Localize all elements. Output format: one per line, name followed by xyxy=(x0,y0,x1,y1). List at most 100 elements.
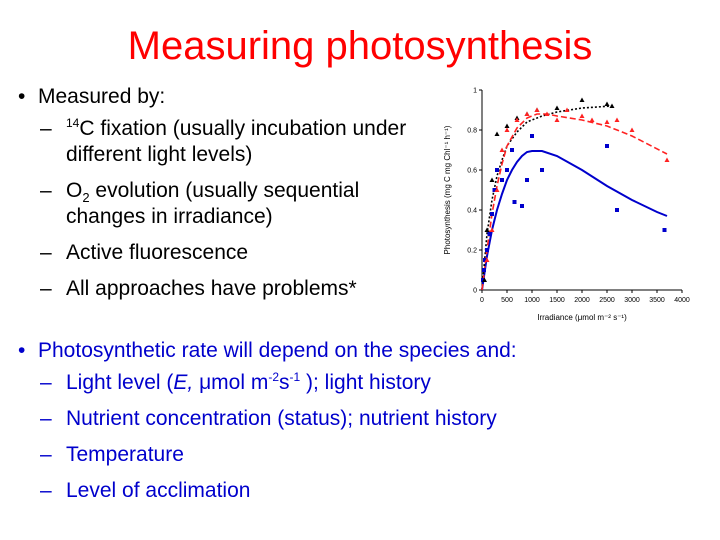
data-point-triangle xyxy=(604,101,610,106)
light-unit-s: s xyxy=(279,371,290,394)
x-tick-label: 3000 xyxy=(624,297,640,304)
y-tick-label: 0 xyxy=(473,288,477,295)
dash-marker: – xyxy=(40,443,52,466)
sub-item-o2-label: evolution (usually sequential changes in… xyxy=(66,179,360,228)
data-point-square xyxy=(615,208,619,212)
sub-item-problems: – All approaches have problems* xyxy=(18,276,438,302)
data-point-triangle xyxy=(524,111,530,116)
data-point-triangle xyxy=(609,103,615,108)
sub-item-fluorescence: – Active fluorescence xyxy=(18,240,438,266)
x-tick-label: 0 xyxy=(480,297,484,304)
data-point-square xyxy=(481,278,485,282)
data-point-square xyxy=(505,168,509,172)
irradiance-symbol: E, xyxy=(173,371,194,394)
x-tick-label: 2500 xyxy=(599,297,615,304)
dash-marker: – xyxy=(40,241,52,264)
sub-item-o2: – O2 evolution (usually sequential chang… xyxy=(18,178,438,230)
x-axis-title: Irradiance (μmol m⁻² s⁻¹) xyxy=(537,313,627,322)
photosynthetic-rate-section: • Photosynthetic rate will depend on the… xyxy=(18,338,708,514)
data-point-triangle xyxy=(589,117,595,122)
sub-item-light-level: – Light level (E, μmol m-2s-1 ); light h… xyxy=(18,370,708,396)
data-point-triangle xyxy=(494,187,500,192)
bullet-measured-by: • Measured by: xyxy=(18,84,438,110)
data-point-square xyxy=(540,168,544,172)
x-ticks: 0 500 1000 1500 2000 2500 3000 3500 4000 xyxy=(480,290,690,304)
x-tick-label: 500 xyxy=(501,297,513,304)
bullet-photosynthetic-rate: • Photosynthetic rate will depend on the… xyxy=(18,338,708,364)
fit-lines xyxy=(481,105,668,291)
data-point-square xyxy=(483,258,487,262)
measured-by-section: • Measured by: – 14C fixation (usually i… xyxy=(18,84,438,312)
x-tick-label: 3500 xyxy=(649,297,665,304)
light-unit: mol m xyxy=(211,371,269,394)
slide-title: Measuring photosynthesis xyxy=(127,24,593,68)
unit-exponent-m: -2 xyxy=(268,370,280,384)
data-point-square xyxy=(525,178,529,182)
dash-marker: – xyxy=(40,277,52,300)
dash-marker: – xyxy=(40,407,52,430)
data-markers xyxy=(481,97,670,282)
data-point-square xyxy=(512,200,517,204)
data-point-triangle xyxy=(489,227,495,232)
data-point-triangle xyxy=(579,113,585,118)
data-point-triangle xyxy=(484,227,490,232)
y-ticks: 0 0.2 0.4 0.6 0.8 1 xyxy=(467,88,482,295)
sub-item-c14: – 14C fixation (usually incubation under… xyxy=(18,116,438,168)
sub-item-nutrient-label: Nutrient concentration (status); nutrien… xyxy=(66,407,497,430)
data-point-triangle xyxy=(504,127,510,132)
data-point-square xyxy=(520,204,524,208)
data-point-square xyxy=(485,248,489,252)
data-point-square xyxy=(492,188,497,192)
sub-item-fluorescence-label: Active fluorescence xyxy=(66,241,249,264)
x-tick-label: 4000 xyxy=(674,297,690,304)
micro-symbol: μ xyxy=(193,371,212,394)
y-axis-title: Photosynthesis (mg C mg Chl⁻¹ h⁻¹) xyxy=(443,125,452,254)
bullet-measured-by-label: Measured by: xyxy=(38,85,166,108)
oxygen-symbol: O xyxy=(66,179,83,202)
dash-marker: – xyxy=(40,479,52,502)
dash-marker: – xyxy=(40,371,52,394)
sub-item-temperature-label: Temperature xyxy=(66,443,184,466)
x-tick-label: 1500 xyxy=(549,297,565,304)
x-tick-label: 1000 xyxy=(524,297,540,304)
data-point-square xyxy=(605,144,609,148)
sub-item-temperature: – Temperature xyxy=(18,442,708,468)
sub-item-nutrient: – Nutrient concentration (status); nutri… xyxy=(18,406,708,432)
bullet-marker: • xyxy=(18,85,26,108)
sub-item-acclimation-label: Level of acclimation xyxy=(66,479,251,502)
y-tick-label: 0.2 xyxy=(467,248,477,255)
bullet-marker: • xyxy=(18,339,26,362)
y-tick-label: 0.6 xyxy=(467,168,477,175)
data-point-square xyxy=(487,232,492,236)
data-point-triangle xyxy=(554,105,560,110)
data-point-triangle xyxy=(489,177,495,182)
data-point-square xyxy=(482,268,486,272)
data-point-triangle xyxy=(564,107,570,112)
data-point-triangle xyxy=(554,117,560,122)
data-point-square xyxy=(490,212,494,216)
data-point-triangle xyxy=(604,119,610,124)
data-point-square xyxy=(662,228,667,232)
light-level-prefix: Light level ( xyxy=(66,371,174,394)
y-tick-label: 0.4 xyxy=(467,208,477,215)
data-point-triangle xyxy=(664,157,670,162)
y-tick-label: 0.8 xyxy=(467,128,477,135)
data-point-triangle xyxy=(499,147,505,152)
data-point-triangle xyxy=(614,117,620,122)
sub-item-problems-label: All approaches have problems* xyxy=(66,277,357,300)
data-point-triangle xyxy=(484,257,490,262)
data-point-triangle xyxy=(482,277,487,282)
pi-curve-chart: 0 0.2 0.4 0.6 0.8 1 0 500 1000 1500 2000 2500 3000 3… xyxy=(443,88,690,323)
isotope-superscript: 14 xyxy=(66,116,80,130)
bullet-photosynthetic-rate-label: Photosynthetic rate will depend on the s… xyxy=(38,339,517,362)
fit-curve-dashed xyxy=(481,113,668,291)
sub-item-c14-label: C fixation (usually incubation under dif… xyxy=(66,117,407,166)
data-point-square xyxy=(530,134,534,138)
sub-item-acclimation: – Level of acclimation xyxy=(18,478,708,504)
data-point-triangle xyxy=(534,107,540,112)
data-point-square xyxy=(495,168,499,172)
unit-exponent-s: -1 xyxy=(289,370,301,384)
x-tick-label: 2000 xyxy=(574,297,590,304)
fit-curve-solid xyxy=(481,150,668,291)
light-level-suffix: ); light history xyxy=(300,371,431,394)
